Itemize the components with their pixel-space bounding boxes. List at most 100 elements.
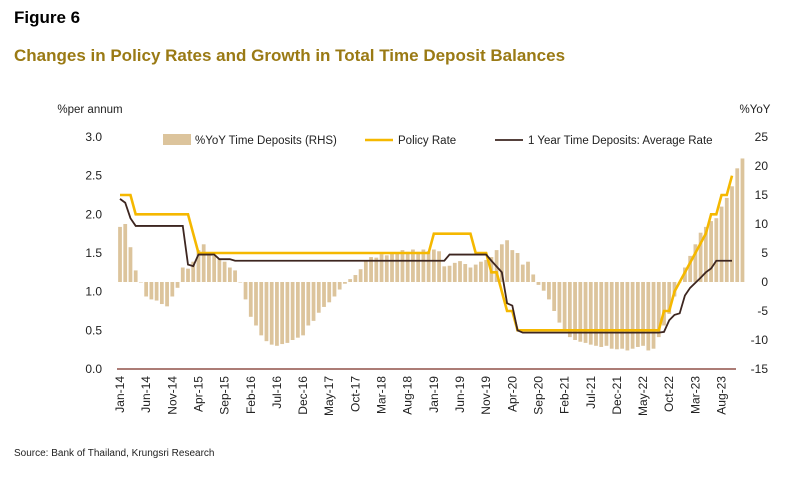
bar-time-deposits-yoy [515, 253, 520, 282]
bar-time-deposits-yoy [646, 282, 651, 351]
x-tick-label: Oct-22 [662, 376, 676, 412]
bar-time-deposits-yoy [363, 260, 368, 282]
bar-time-deposits-yoy [269, 282, 274, 345]
bar-time-deposits-yoy [159, 282, 164, 305]
bar-time-deposits-yoy [656, 282, 661, 338]
bar-time-deposits-yoy [295, 282, 300, 338]
bar-time-deposits-yoy [740, 158, 745, 282]
left-tick-label: 2.5 [85, 169, 102, 183]
x-tick-label: Dec-16 [296, 376, 310, 415]
bar-time-deposits-yoy [311, 282, 316, 321]
bar-time-deposits-yoy [431, 249, 436, 282]
bar-time-deposits-yoy [139, 282, 143, 283]
bar-time-deposits-yoy [227, 267, 232, 282]
bar-time-deposits-yoy [557, 282, 562, 323]
x-tick-label: May-22 [636, 376, 650, 416]
legend-label-bars: %YoY Time Deposits (RHS) [195, 135, 337, 147]
bar-time-deposits-yoy [144, 282, 149, 297]
bar-time-deposits-yoy [520, 264, 525, 282]
bar-time-deposits-yoy [452, 262, 457, 282]
right-tick-label: 25 [755, 130, 769, 144]
bar-time-deposits-yoy [588, 282, 593, 345]
policy-rate-line [120, 175, 734, 332]
bar-time-deposits-yoy [348, 279, 353, 282]
x-tick-label: Aug-23 [715, 376, 729, 415]
bar-time-deposits-yoy [165, 282, 169, 307]
right-tick-label: -15 [751, 362, 769, 376]
bar-time-deposits-yoy [463, 264, 468, 282]
bar-time-deposits-yoy [620, 282, 625, 349]
legend-swatch-bars [163, 134, 191, 145]
x-tick-label: Nov-19 [479, 376, 493, 415]
x-tick-label: Nov-14 [165, 376, 179, 415]
left-tick-label: 3.0 [85, 130, 102, 144]
bar-time-deposits-yoy [327, 282, 332, 303]
bar-time-deposits-yoy [212, 255, 217, 282]
bar-time-deposits-yoy [259, 282, 264, 336]
bar-time-deposits-yoy [714, 218, 719, 282]
x-tick-label: Jan-14 [113, 376, 127, 413]
bar-time-deposits-yoy [609, 282, 614, 349]
bar-time-deposits-yoy [437, 251, 441, 282]
bar-time-deposits-yoy [641, 282, 645, 346]
bar-time-deposits-yoy [353, 275, 358, 282]
bar-time-deposits-yoy [123, 224, 128, 282]
bar-time-deposits-yoy [379, 254, 384, 282]
right-axis-unit-label: %YoY [740, 104, 771, 116]
bar-time-deposits-yoy [118, 226, 122, 282]
bar-time-deposits-yoy [594, 282, 598, 346]
x-tick-label: Jul-21 [584, 376, 598, 409]
bar-time-deposits-yoy [405, 251, 410, 282]
x-tick-label: Apr-15 [191, 376, 205, 412]
bar-time-deposits-yoy [698, 232, 703, 282]
bar-time-deposits-yoy [337, 282, 342, 290]
bar-time-deposits-yoy [531, 274, 536, 282]
x-tick-label: Feb-16 [244, 376, 258, 414]
x-tick-label: Feb-21 [558, 376, 572, 414]
bar-time-deposits-yoy [724, 197, 729, 282]
x-tick-label: Aug-18 [401, 376, 415, 415]
bar-time-deposits-yoy [541, 282, 546, 291]
bar-time-deposits-yoy [442, 266, 447, 282]
bar-time-deposits-yoy [285, 282, 290, 343]
bar-time-deposits-yoy [625, 282, 630, 351]
bar-time-deposits-yoy [290, 282, 295, 340]
x-tick-label: Oct-17 [348, 376, 362, 412]
bar-time-deposits-yoy [384, 255, 389, 282]
x-tick-label: May-17 [322, 376, 336, 416]
bar-time-deposits-yoy [248, 282, 253, 317]
bar-time-deposits-yoy [688, 255, 693, 282]
bar-time-deposits-yoy [196, 250, 201, 282]
bar-time-deposits-yoy [667, 282, 672, 314]
x-tick-label: Sep-15 [218, 376, 232, 415]
right-tick-label: 0 [761, 275, 768, 289]
right-tick-label: -5 [757, 304, 768, 318]
bar-time-deposits-yoy [322, 282, 326, 307]
bar-time-deposits-yoy [343, 282, 347, 284]
right-tick-label: 10 [755, 217, 769, 231]
bar-time-deposits-yoy [458, 261, 462, 282]
bar-time-deposits-yoy [207, 253, 211, 282]
bar-time-deposits-yoy [709, 221, 713, 282]
bar-time-deposits-yoy [275, 282, 279, 346]
bar-time-deposits-yoy [280, 282, 285, 345]
bar-time-deposits-yoy [719, 206, 724, 282]
chart-title: Changes in Policy Rates and Growth in To… [14, 46, 566, 65]
bar-time-deposits-yoy [447, 265, 452, 282]
right-tick-label: 5 [761, 246, 768, 260]
left-tick-label: 1.5 [85, 246, 102, 260]
left-axis-unit-label: %per annum [57, 104, 122, 116]
source-note: Source: Bank of Thailand, Krungsri Resea… [14, 448, 215, 459]
bar-time-deposits-yoy [390, 253, 394, 282]
x-tick-label: Apr-20 [505, 376, 519, 412]
bar-time-deposits-yoy [505, 240, 509, 282]
bar-time-deposits-yoy [536, 282, 541, 285]
bar-time-deposits-yoy [301, 282, 305, 336]
bar-time-deposits-yoy [416, 251, 421, 282]
bar-time-deposits-yoy [191, 261, 196, 282]
x-tick-label: Jan-19 [427, 376, 441, 413]
bar-time-deposits-yoy [735, 168, 740, 282]
bar-time-deposits-yoy [703, 226, 708, 282]
bar-time-deposits-yoy [510, 250, 515, 282]
